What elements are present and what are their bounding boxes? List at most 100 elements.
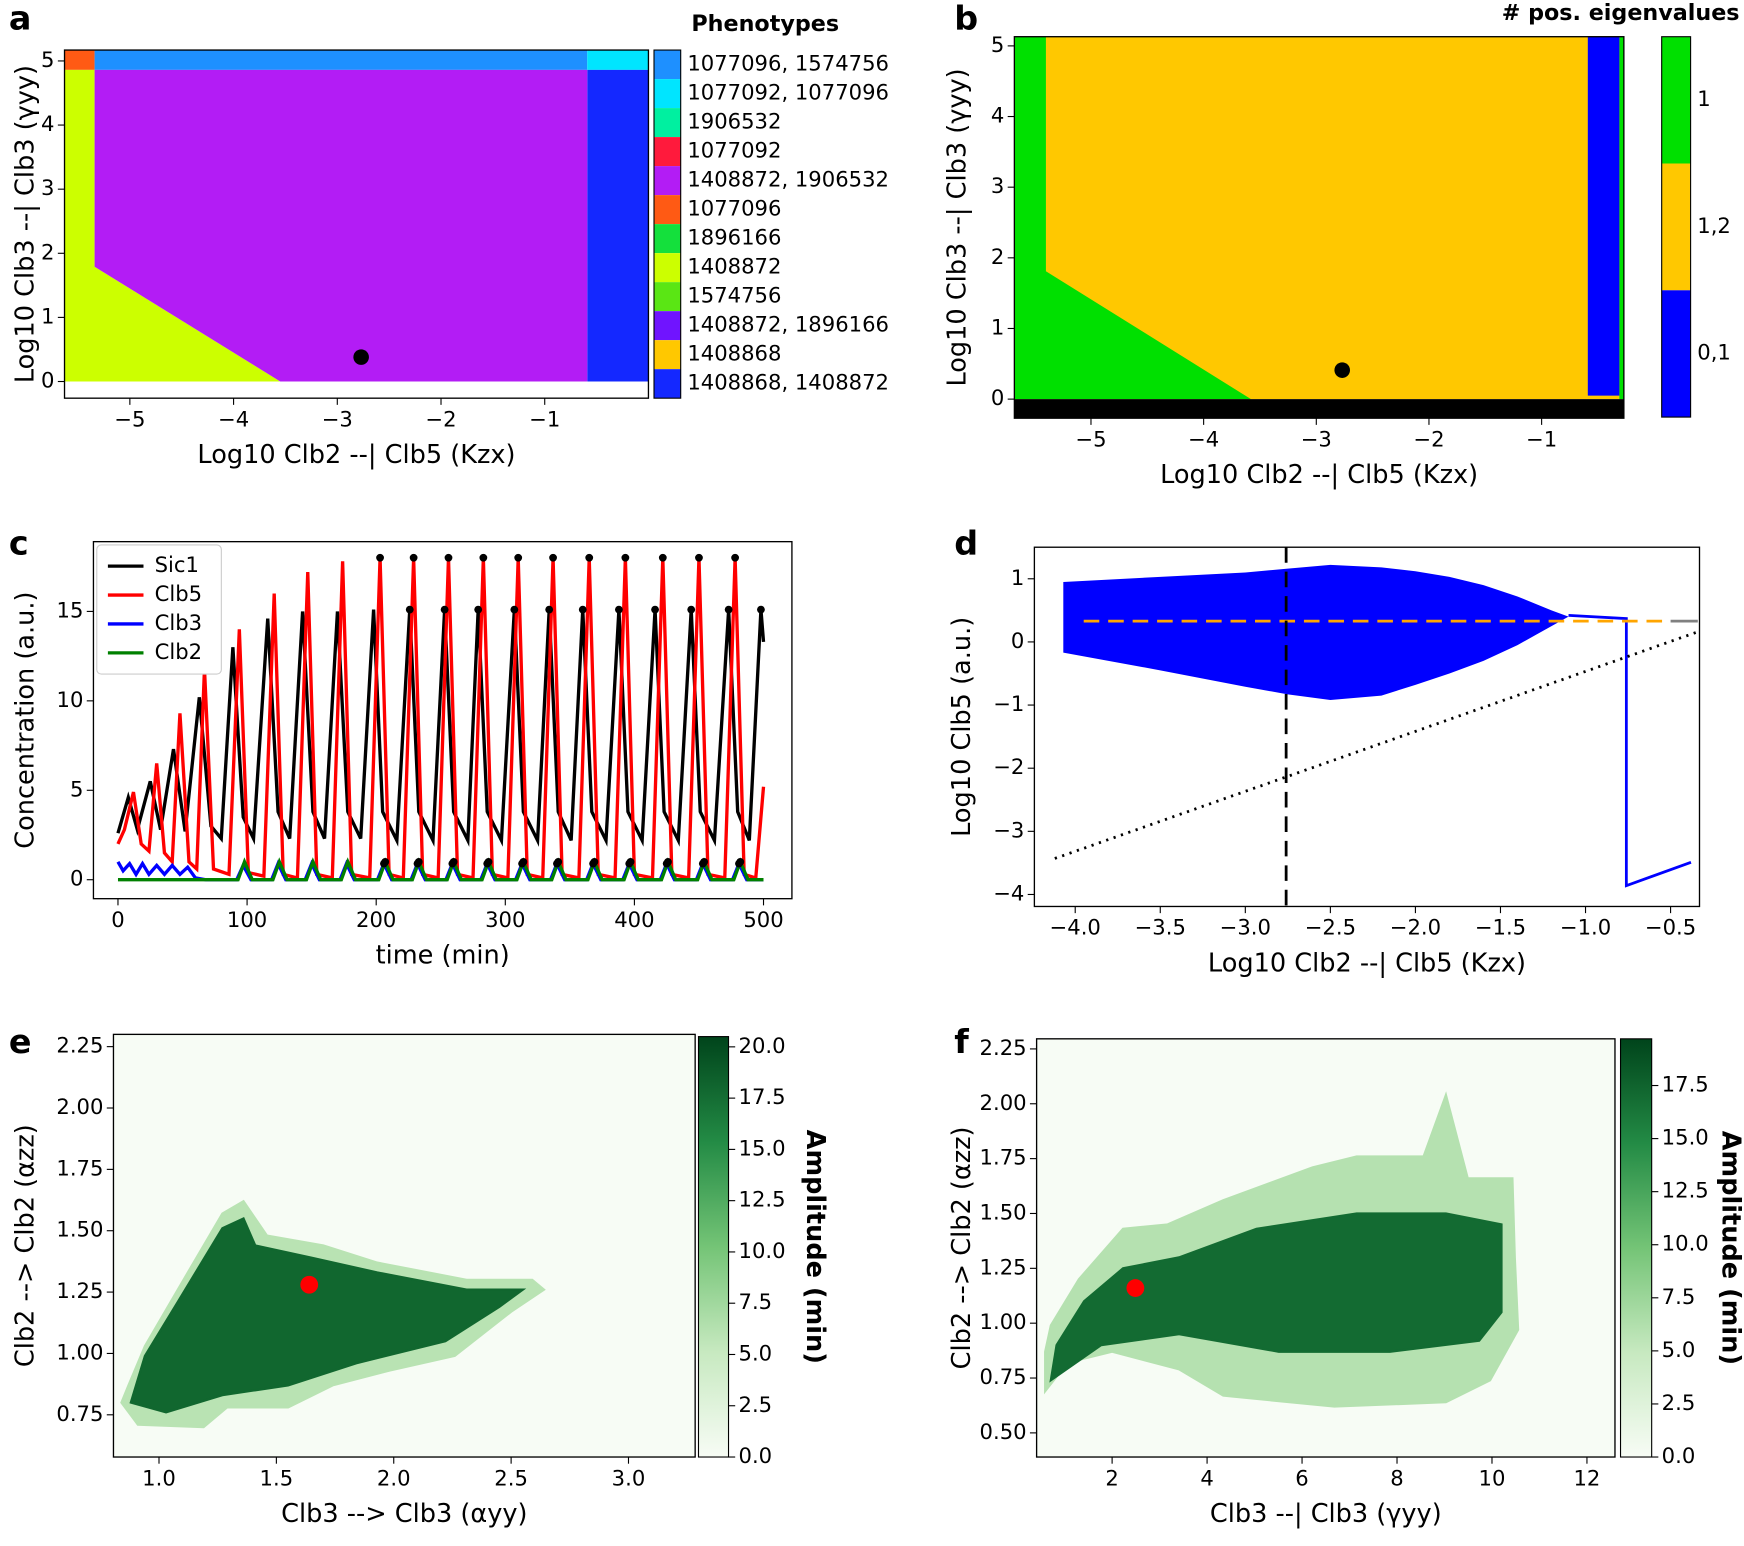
marker <box>353 349 369 365</box>
axes-frame <box>112 1033 696 1458</box>
y-tick-label: 2.25 <box>56 1033 103 1058</box>
axes-frame <box>92 540 793 900</box>
legend-label: 1 <box>1697 86 1710 111</box>
region <box>1014 36 1624 400</box>
axes-frame <box>63 49 650 399</box>
legend-swatch <box>1661 36 1691 164</box>
x-tick-label: −2.0 <box>1390 915 1441 940</box>
peak-marker <box>658 553 667 562</box>
y-tick-label: 2.00 <box>56 1094 103 1119</box>
x-tick-label: 300 <box>485 907 525 932</box>
legend-label: 1408872 <box>687 254 781 279</box>
legend-label: 1906532 <box>687 109 781 134</box>
y-tick-label: 1.25 <box>980 1254 1027 1279</box>
legend-swatch <box>654 137 681 167</box>
x-tick-label: −2.5 <box>1305 915 1356 940</box>
peak-marker <box>724 605 733 614</box>
x-tick-label: 200 <box>356 907 396 932</box>
legend-label: 1408872, 1906532 <box>687 167 889 192</box>
y-tick-label: 0 <box>991 385 1004 410</box>
x-tick-label: −3 <box>1301 426 1332 451</box>
legend-label: 1,2 <box>1697 213 1731 238</box>
x-tick-label: −0.5 <box>1645 915 1696 940</box>
peak-marker <box>549 553 557 562</box>
x-axis-label: Log10 Clb2 --| Clb5 (Kzx) <box>1160 460 1478 490</box>
colorbar <box>697 1036 730 1458</box>
legend-frame <box>1661 36 1692 418</box>
x-tick-label: −1.0 <box>1560 915 1611 940</box>
colorbar-tick-label: 7.5 <box>739 1289 773 1314</box>
y-tick-label: 2.00 <box>980 1090 1027 1115</box>
x-tick-label: −3.5 <box>1135 915 1186 940</box>
plot-area <box>116 553 766 882</box>
peak-marker <box>687 605 696 614</box>
y-tick-label: −1 <box>993 691 1024 716</box>
y-tick-label: 0 <box>41 368 54 393</box>
y-tick-label: −4 <box>993 880 1024 905</box>
colorbar-tick-label: 12.5 <box>1662 1178 1709 1203</box>
y-tick-label: 4 <box>991 103 1004 128</box>
peak-marker <box>474 605 483 614</box>
y-tick-label: 2 <box>41 239 54 264</box>
legend-label: 1574756 <box>687 283 781 308</box>
peak-marker <box>664 857 672 866</box>
panel-label: a <box>9 0 32 38</box>
y-tick-label: 3 <box>41 175 54 200</box>
y-tick-label: 1.00 <box>56 1339 103 1364</box>
y-tick-label: 1.00 <box>980 1309 1027 1334</box>
colorbar-tick-label: 0.0 <box>1662 1443 1696 1468</box>
colorbar-tick-label: 15.0 <box>1662 1125 1709 1150</box>
region <box>94 69 588 382</box>
x-tick-label: 100 <box>227 907 267 932</box>
x-tick-label: 6 <box>1295 1465 1308 1490</box>
legend-title: Phenotypes <box>691 11 839 37</box>
colorbar <box>1619 1038 1653 1458</box>
peak-marker <box>510 605 519 614</box>
y-tick-label: −2 <box>993 754 1024 779</box>
peak-marker <box>651 605 659 614</box>
x-tick-label: −3 <box>322 406 353 431</box>
legend-label: 0,1 <box>1697 340 1731 365</box>
legend-swatch <box>654 195 681 225</box>
peak-marker <box>626 857 635 866</box>
y-tick-label: 5 <box>991 32 1004 57</box>
axes-frame <box>1013 36 1625 419</box>
legend-label: 1408872, 1896166 <box>687 312 889 337</box>
y-tick-label: 1.75 <box>56 1155 103 1180</box>
plot-area <box>1054 547 1699 907</box>
y-tick-label: 1.50 <box>980 1199 1027 1224</box>
x-tick-label: −2 <box>1413 426 1444 451</box>
region <box>1587 36 1620 396</box>
colorbar-tick-label: 17.5 <box>1662 1072 1709 1097</box>
peak-marker <box>621 553 630 562</box>
peak-marker <box>479 553 488 562</box>
legend-label: Sic1 <box>155 552 199 577</box>
panel-label: f <box>954 1022 969 1061</box>
y-axis-label: Concentration (a.u.) <box>11 592 41 849</box>
legend-label: Clb3 <box>155 610 202 635</box>
x-tick-label: −5 <box>1075 426 1106 451</box>
x-tick-label: 0 <box>111 907 124 932</box>
peak-marker <box>444 553 453 562</box>
legend-label: 1077092 <box>687 138 781 163</box>
peak-marker <box>695 553 703 562</box>
y-tick-label: 1.50 <box>56 1217 103 1242</box>
series-line <box>116 557 766 881</box>
legend-label: 1408868, 1408872 <box>687 370 889 395</box>
colorbar-tick-label: 5.0 <box>1662 1337 1696 1362</box>
x-tick-label: −5 <box>114 406 145 431</box>
axes-frame <box>1033 546 1701 908</box>
peak-marker <box>381 857 390 866</box>
legend-label: 1077096, 1574756 <box>687 51 889 76</box>
plot-area <box>113 1034 696 1458</box>
plot-area <box>1014 36 1624 419</box>
x-tick-label: −4 <box>1188 426 1219 451</box>
colorbar-tick-label: 2.5 <box>739 1392 773 1417</box>
peak-marker <box>484 857 493 866</box>
y-tick-label: 10 <box>57 687 84 712</box>
peak-marker <box>409 553 418 562</box>
y-tick-label: 0.75 <box>980 1364 1027 1389</box>
legend-swatch <box>654 311 681 341</box>
y-tick-label: 15 <box>57 597 84 622</box>
peak-marker <box>440 605 449 614</box>
